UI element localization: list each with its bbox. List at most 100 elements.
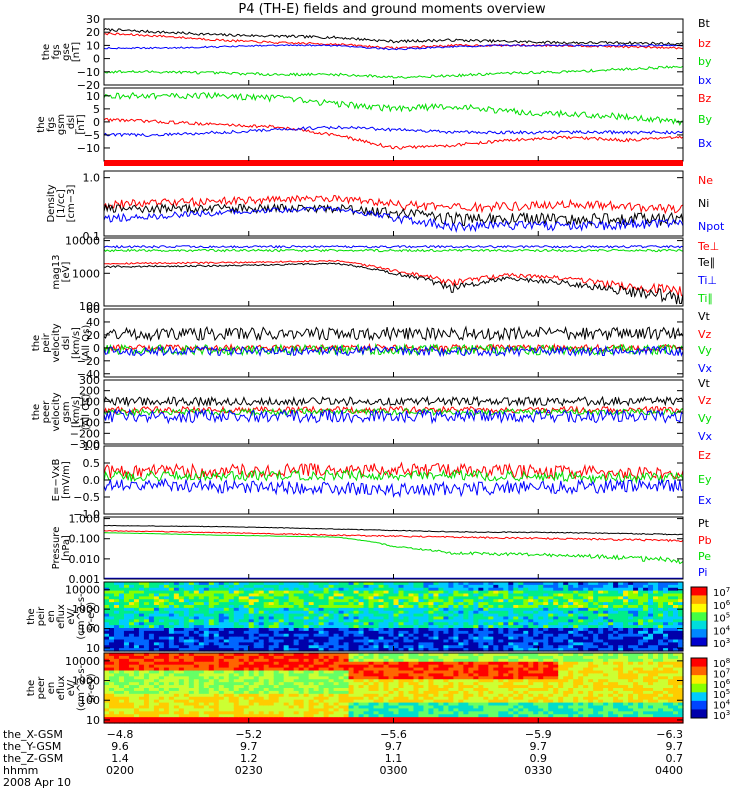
heat-cell	[543, 630, 549, 635]
heat-cell	[128, 625, 135, 629]
heat-cell	[263, 633, 270, 638]
heat-cell	[538, 630, 544, 635]
heat-cell	[498, 705, 504, 710]
heat-cell	[118, 616, 125, 620]
heat-cell	[358, 599, 365, 603]
heat-cell	[353, 622, 360, 626]
heat-cell	[213, 610, 220, 615]
heat-cell	[123, 690, 130, 695]
heat-cell	[308, 633, 315, 638]
heat-cell	[508, 633, 514, 638]
heat-cell	[283, 607, 290, 612]
heat-cell	[228, 639, 235, 643]
heat-cell	[123, 711, 130, 715]
heat-cell	[553, 610, 559, 615]
heat-cell	[378, 584, 385, 589]
heat-cell	[208, 673, 215, 677]
heat-cell	[198, 664, 205, 669]
heat-cell	[293, 690, 300, 695]
heat-cell	[493, 587, 499, 592]
heat-cell	[448, 639, 454, 643]
heat-cell	[243, 670, 250, 675]
heat-cell	[123, 645, 130, 649]
heat-cell	[128, 605, 135, 609]
heat-cell	[443, 613, 450, 618]
panel-6: VtVzVyVx3002001000−100−200−300thepeervel…	[31, 374, 713, 451]
heat-cell	[104, 714, 110, 718]
heat-cell	[343, 664, 350, 669]
heat-cell	[403, 670, 410, 675]
heat-cell	[118, 673, 125, 677]
heat-cell	[288, 699, 295, 704]
heat-cell	[188, 590, 195, 595]
heat-cell	[598, 596, 604, 600]
heat-cell	[468, 613, 474, 618]
heat-cell	[508, 616, 514, 620]
heat-cell	[263, 584, 270, 589]
heat-cell	[368, 705, 375, 710]
heat-cell	[483, 670, 489, 675]
heat-cell	[178, 696, 185, 701]
heat-cell	[653, 596, 659, 600]
heat-cell	[108, 630, 115, 635]
heat-cell	[198, 607, 205, 612]
heat-cell	[218, 639, 225, 643]
heat-cell	[353, 705, 360, 710]
heat-cell	[198, 679, 205, 683]
heat-cell	[308, 636, 315, 641]
heat-cell	[198, 720, 205, 724]
heat-cell	[573, 616, 579, 620]
heat-cell	[293, 661, 300, 666]
heat-cell	[413, 599, 420, 603]
heat-cell	[593, 587, 599, 592]
heat-cell	[408, 607, 415, 612]
heat-cell	[278, 664, 285, 669]
heat-cell	[298, 642, 305, 646]
heat-cell	[208, 619, 215, 623]
heat-cell	[573, 584, 579, 589]
heat-cell	[183, 699, 190, 704]
heat-cell	[248, 630, 255, 635]
heat-cell	[523, 582, 529, 586]
heat-cell	[668, 645, 674, 649]
heat-cell	[438, 584, 445, 589]
heat-cell	[203, 717, 210, 721]
heat-cell	[323, 625, 330, 629]
heat-cell	[133, 642, 140, 646]
heat-cell	[158, 699, 165, 704]
heat-cell	[308, 587, 315, 592]
heat-cell	[238, 645, 245, 649]
heat-cell	[193, 642, 200, 646]
heat-cell	[423, 664, 430, 669]
heat-cell	[243, 645, 250, 649]
heat-cell	[403, 616, 410, 620]
heat-cell	[123, 596, 130, 600]
heat-cell	[358, 667, 365, 672]
heat-cell	[128, 639, 135, 643]
heat-cell	[163, 645, 170, 649]
heat-cell	[104, 642, 110, 646]
heat-cell	[263, 699, 270, 704]
heat-cell	[498, 693, 504, 698]
heat-cell	[343, 653, 350, 657]
heat-cell	[498, 720, 504, 724]
heat-cell	[378, 720, 385, 724]
heat-cell	[523, 630, 529, 635]
heat-cell	[268, 708, 275, 712]
heat-cell	[143, 664, 150, 669]
heat-cell	[283, 682, 290, 686]
heat-cell	[158, 690, 165, 695]
heat-cell	[408, 699, 415, 704]
heat-cell	[198, 708, 205, 712]
heat-cell	[233, 682, 240, 686]
heat-cell	[553, 622, 559, 626]
heat-cell	[123, 642, 130, 646]
heat-cell	[643, 605, 649, 609]
heat-cell	[393, 655, 400, 660]
heat-cell	[104, 682, 110, 686]
heat-cell	[178, 655, 185, 660]
heat-cell	[113, 688, 120, 692]
heat-cell	[518, 625, 524, 629]
heat-cell	[583, 616, 589, 620]
heat-cell	[618, 590, 624, 595]
